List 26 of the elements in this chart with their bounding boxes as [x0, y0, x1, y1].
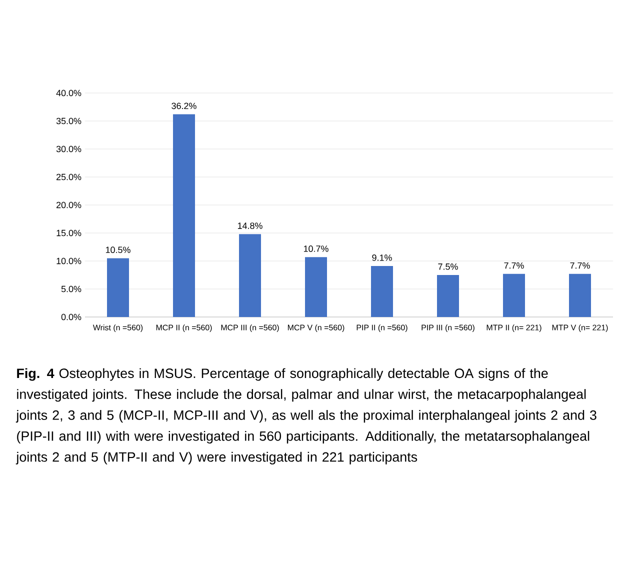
- y-tick-label: 25.0%: [56, 174, 82, 180]
- y-tick-label: 15.0%: [56, 230, 82, 236]
- data-label: 10.7%: [304, 246, 328, 252]
- bar: [107, 258, 130, 317]
- data-label: 10.5%: [106, 246, 130, 254]
- bar: [305, 257, 328, 317]
- y-tick-label: 20.0%: [56, 202, 82, 208]
- y-tick-label: 5.0%: [61, 286, 82, 292]
- data-label: 14.8%: [238, 222, 262, 229]
- data-label: 36.2%: [172, 102, 196, 110]
- bar: [569, 274, 591, 317]
- text: Fig. 4 Osteophytes in MSUS. Percentage of sonographically detectable OA signs of the investigated joints. These include the dorsal, palmar and ulnar wirst, the metacarpophalangeal joints 2, 3 and 5 (MCP-II, MCP-III and V), as well als the proximal interphalangeal joints 2 and 3 (PIP-II and III) with were investigated in 560 participants. Additionally, the metatarsophalangeal joints 2 and 5 (MTP-II and V) were investigated in 221 participants: [16, 368, 596, 464]
- bar: [371, 266, 394, 317]
- y-tick-label: 0.0%: [61, 314, 82, 320]
- bar: [503, 274, 525, 317]
- y-tick-label: 30.0%: [56, 146, 82, 152]
- bar: [239, 234, 262, 317]
- y-tick-label: 35.0%: [56, 118, 82, 124]
- y-tick-label: 10.0%: [56, 258, 82, 264]
- data-label: 7.7%: [570, 262, 590, 269]
- y-tick-label: 40.0%: [56, 90, 82, 96]
- data-label: 7.5%: [438, 263, 458, 270]
- bar: [437, 274, 459, 317]
- bar: [173, 114, 196, 317]
- data-label: 9.1%: [372, 254, 392, 261]
- data-label: 7.7%: [504, 262, 524, 269]
